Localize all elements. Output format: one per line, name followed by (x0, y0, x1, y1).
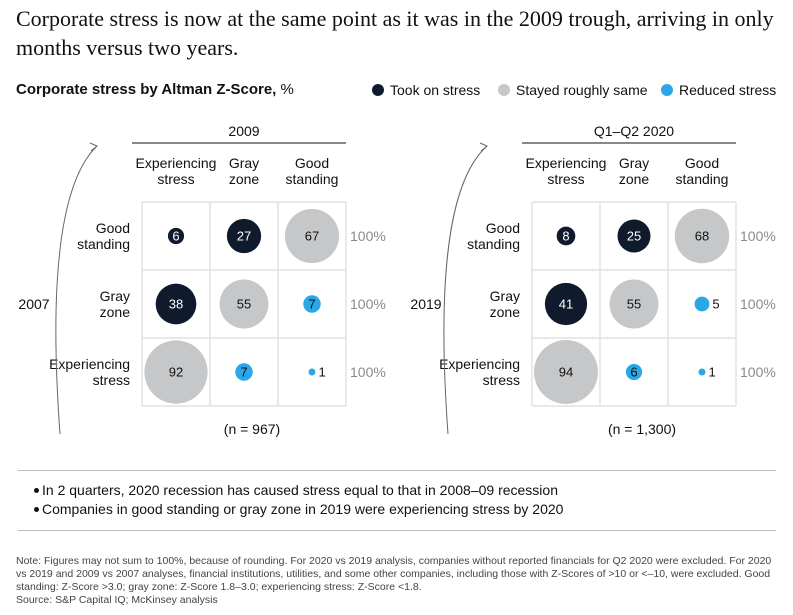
transition-arrow (443, 145, 488, 435)
legend-swatch-took-on-stress (372, 84, 384, 96)
column-header: Good standing (286, 155, 339, 187)
bubble-value-label: 55 (237, 297, 251, 312)
panel-title: Q1–Q2 2020 (594, 123, 674, 139)
bubble (617, 219, 651, 253)
key-takeaways: In 2 quarters, 2020 recession has caused… (34, 481, 563, 519)
bubble (556, 226, 576, 246)
bubble-value-label: 27 (237, 229, 251, 244)
footnote: Note: Figures may not sum to 100%, becau… (16, 555, 781, 607)
divider-bottom (18, 530, 776, 531)
bubble (694, 296, 710, 312)
transition-arrow (55, 145, 98, 435)
column-header: Gray zone (619, 155, 650, 187)
bubble-value-label: 67 (305, 229, 319, 244)
bubble-value-label: 1 (319, 365, 326, 380)
bubble (155, 283, 197, 325)
row-label: Experiencing stress (49, 356, 130, 388)
row-label: Gray zone (490, 288, 521, 320)
legend-swatch-stayed-roughly-same (498, 84, 510, 96)
row-total-label: 100% (740, 228, 776, 244)
column-header: Good standing (676, 155, 729, 187)
row-total-label: 100% (350, 296, 386, 312)
arrow-head (89, 142, 98, 152)
bubble (534, 340, 598, 404)
panel-title: 2009 (228, 123, 259, 139)
bubble-value-label: 25 (627, 229, 641, 244)
chart-subtitle: Corporate stress by Altman Z-Score, % (16, 81, 294, 98)
bubble (674, 208, 730, 264)
row-total-label: 100% (350, 228, 386, 244)
column-header: Gray zone (229, 155, 260, 187)
row-total-label: 100% (350, 364, 386, 380)
bubble (544, 282, 588, 326)
bubble-value-label: 6 (172, 229, 179, 244)
bubble-value-label: 7 (240, 365, 247, 380)
headline: Corporate stress is now at the same poin… (16, 6, 774, 60)
divider-top (18, 470, 776, 471)
bubble-value-label: 68 (695, 229, 709, 244)
bubble-value-label: 1 (709, 365, 716, 380)
bubble (219, 279, 269, 329)
bubble (144, 340, 208, 404)
bubble-value-label: 92 (169, 365, 183, 380)
row-axis-label: 2007 (18, 296, 49, 312)
bubble-value-label: 7 (308, 297, 315, 312)
sample-size-label: (n = 1,300) (608, 421, 676, 437)
row-label: Experiencing stress (439, 356, 520, 388)
bubble-value-label: 5 (712, 297, 719, 312)
bubble (625, 363, 643, 381)
bullet-item: Companies in good standing or gray zone … (34, 500, 563, 519)
bubble-value-label: 94 (559, 365, 573, 380)
column-header: Experiencing stress (526, 155, 607, 187)
legend-label: Stayed roughly same (516, 82, 648, 98)
row-total-label: 100% (740, 364, 776, 380)
column-header: Experiencing stress (136, 155, 217, 187)
row-label: Good standing (77, 220, 130, 252)
bubble-value-label: 8 (562, 229, 569, 244)
bubble (226, 218, 262, 254)
bubble (308, 368, 316, 376)
bubble (235, 363, 253, 381)
bubble (698, 368, 706, 376)
bubble-value-label: 41 (559, 297, 573, 312)
bubble-value-label: 38 (169, 297, 183, 312)
bubble (167, 227, 185, 245)
legend-swatch-reduced-stress (661, 84, 673, 96)
note-text: Note: Figures may not sum to 100%, becau… (16, 555, 772, 593)
row-axis-label: 2019 (410, 296, 441, 312)
sample-size-label: (n = 967) (224, 421, 280, 437)
source-text: Source: S&P Capital IQ; McKinsey analysi… (16, 594, 218, 606)
bubble-value-label: 6 (630, 365, 637, 380)
bubble (609, 279, 659, 329)
row-total-label: 100% (740, 296, 776, 312)
arrow-head (479, 142, 488, 152)
subtitle-main: Corporate stress by Altman Z-Score, (16, 81, 277, 98)
bubble (284, 208, 340, 264)
bubble-value-label: 55 (627, 297, 641, 312)
row-label: Good standing (467, 220, 520, 252)
bubble-matrix-charts: 2009 Experiencing stress Gray zone Good standi… (18, 123, 776, 437)
bubble (303, 295, 321, 313)
subtitle-unit: % (276, 81, 294, 98)
legend-label: Reduced stress (679, 82, 777, 98)
legend-label: Took on stress (390, 82, 481, 98)
bullet-item: In 2 quarters, 2020 recession has caused… (34, 481, 563, 500)
row-label: Gray zone (100, 288, 131, 320)
